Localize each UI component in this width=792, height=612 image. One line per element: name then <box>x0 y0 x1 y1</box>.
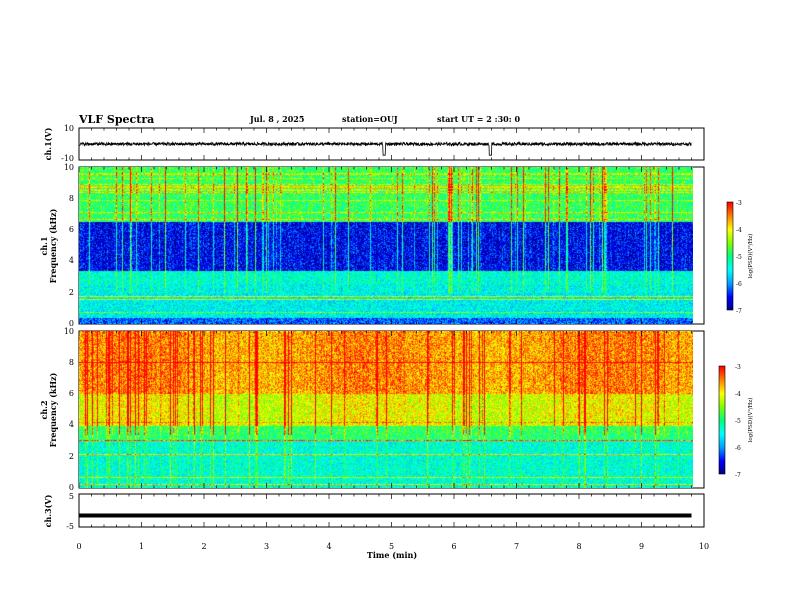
ch1-cb-tick-neg7: -7 <box>736 308 742 315</box>
time-tick-label: 9 <box>639 542 644 551</box>
ch2-cb-tick-neg5: -5 <box>735 418 741 425</box>
ch1-freq-ylabel-line1: ch.1 <box>39 236 49 255</box>
ch2-cb-tick-neg6: -6 <box>735 445 741 452</box>
ch3-waveform-frame <box>78 493 705 528</box>
ch2-freq-tick-2: 2 <box>69 452 74 461</box>
ch1-spectrogram-image <box>79 167 693 324</box>
ch2-colorbar-label: log(PSD)(V²/Hz) <box>747 398 754 443</box>
ch1-colorbar-image <box>727 202 733 310</box>
time-axis-tick-labels: 0 1 2 3 4 5 6 7 8 9 10 <box>76 542 709 551</box>
ch2-freq-tick-8: 8 <box>69 358 74 367</box>
ch2-cb-tick-neg7: -7 <box>735 472 741 479</box>
ch2-freq-ticks: 0 2 4 6 8 10 <box>64 327 74 492</box>
ch3-waveform-panel: 5 -5 ch.3(V) <box>43 492 705 531</box>
ch3-ytick-bottom: -5 <box>66 522 74 531</box>
ch2-freq-tick-0: 0 <box>69 483 74 492</box>
ch3-ytick-top: 5 <box>69 492 74 501</box>
ch2-colorbar: -3 -4 -5 -6 -7 log(PSD)(V²/Hz) <box>718 364 754 479</box>
ch2-freq-ylabel-line2: Frequency (kHz) <box>48 372 58 447</box>
ch2-colorbar-frame <box>718 365 726 475</box>
ch3-waveform-ticks <box>78 494 705 527</box>
ch1-freq-tick-10: 10 <box>64 163 74 172</box>
time-tick-label: 3 <box>264 542 269 551</box>
ch2-freq-tick-4: 4 <box>69 420 74 429</box>
ch1-spectrogram-panel: 0 2 4 6 8 10 ch.1 Frequency (kHz) <box>39 163 705 328</box>
ch1-freq-tick-6: 6 <box>69 225 74 234</box>
time-tick-label: 10 <box>699 542 709 551</box>
ch1-colorbar: -3 -4 -5 -6 -7 log(PSD)(V²/Hz) <box>726 200 754 315</box>
time-tick-label: 0 <box>76 542 81 551</box>
time-tick-label: 5 <box>389 542 394 551</box>
time-tick-label: 7 <box>514 542 519 551</box>
time-tick-label: 4 <box>326 542 331 551</box>
start-ut-label: start UT = 2 :30: 0 <box>437 114 520 124</box>
date-label: Jul. 8 , 2025 <box>249 114 304 124</box>
ch1-freq-ticks: 0 2 4 6 8 10 <box>64 163 74 328</box>
time-tick-label: 2 <box>201 542 206 551</box>
ch1-spectrogram-ticks <box>78 167 705 324</box>
ch2-spectrogram-image <box>79 331 693 488</box>
ch1-waveform-panel: 10 -10 ch.1(V) <box>43 124 705 163</box>
time-tick-label: 8 <box>576 542 581 551</box>
ch1-waveform-trace <box>78 140 692 156</box>
ch1-cb-tick-neg3: -3 <box>736 200 742 207</box>
time-tick-label: 6 <box>451 542 456 551</box>
ch2-freq-ylabel-line1: ch.2 <box>39 400 49 419</box>
ch1-ytick-top: 10 <box>64 124 74 133</box>
ch1-ylabel: ch.1(V) <box>43 127 53 160</box>
ch1-freq-tick-8: 8 <box>69 194 74 203</box>
station-label: station=OUJ <box>342 114 398 124</box>
time-tick-label: 1 <box>139 542 144 551</box>
figure-title: VLF Spectra <box>78 113 154 126</box>
ch1-cb-tick-neg5: -5 <box>736 254 742 261</box>
ch2-colorbar-image <box>719 366 725 474</box>
ch2-spectrogram-panel: 0 2 4 6 8 10 ch.2 Frequency (kHz) <box>39 327 705 492</box>
ch2-cb-tick-neg4: -4 <box>735 391 741 398</box>
ch2-freq-tick-6: 6 <box>69 389 74 398</box>
ch2-spectrogram-ticks <box>78 331 705 488</box>
ch1-colorbar-frame <box>726 201 734 311</box>
ch1-freq-ylabel-line2: Frequency (kHz) <box>48 208 58 283</box>
ch2-freq-tick-10: 10 <box>64 327 74 336</box>
ch3-ylabel: ch.3(V) <box>43 494 53 527</box>
ch2-cb-tick-neg3: -3 <box>735 364 741 371</box>
ch1-freq-tick-4: 4 <box>69 256 74 265</box>
ch1-colorbar-label: log(PSD)(V²/Hz) <box>747 234 754 279</box>
ch1-waveform-ticks <box>78 128 705 160</box>
ch1-cb-tick-neg4: -4 <box>736 227 742 234</box>
ch1-ytick-bottom: -10 <box>61 154 74 163</box>
ch1-freq-tick-0: 0 <box>69 319 74 328</box>
time-axis-label: Time (min) <box>367 550 417 560</box>
ch1-freq-tick-2: 2 <box>69 288 74 297</box>
ch1-cb-tick-neg6: -6 <box>736 281 742 288</box>
